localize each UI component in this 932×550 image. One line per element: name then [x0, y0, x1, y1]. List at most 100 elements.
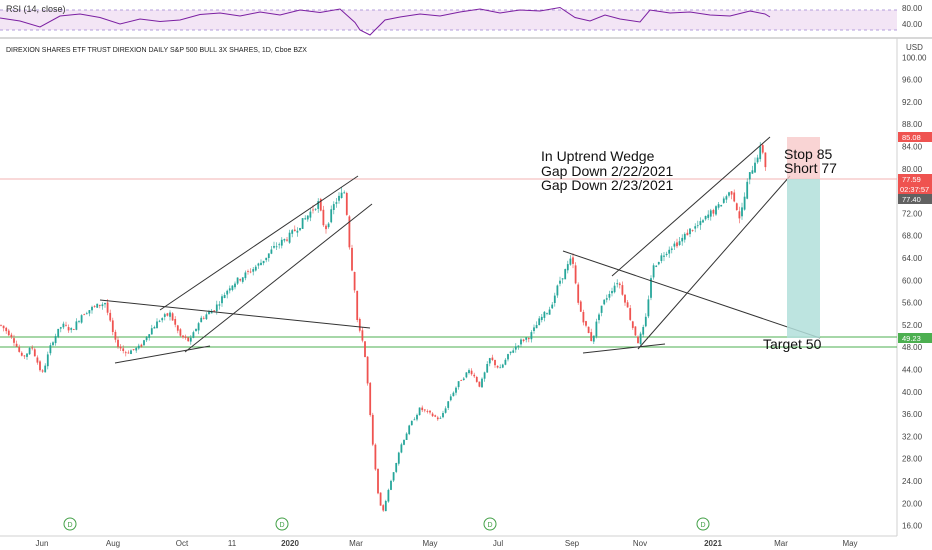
candle-body — [241, 277, 244, 282]
candle-body — [712, 210, 715, 214]
candle-body — [338, 195, 340, 201]
candle-body — [707, 214, 710, 218]
dividend-marker-label: D — [279, 522, 284, 529]
short-position-tool[interactable] — [787, 137, 820, 338]
candle-body — [678, 241, 681, 245]
candle-body — [369, 382, 372, 415]
candle-body — [70, 328, 73, 330]
stop-badge: 85.08 — [902, 133, 921, 142]
pattern-note-line-3[interactable]: Gap Down 2/23/2021 — [541, 177, 674, 193]
risk-zone — [787, 137, 820, 179]
candle-body — [533, 327, 535, 331]
candle-body — [507, 354, 509, 360]
candle-body — [96, 303, 99, 308]
stop-label[interactable]: Stop 85 — [784, 146, 832, 162]
candle-body — [293, 229, 296, 232]
dividend-marker[interactable] — [483, 517, 497, 531]
dividend-marker[interactable] — [275, 517, 289, 531]
candle-body — [694, 226, 697, 229]
candle-body — [665, 253, 668, 255]
target-label[interactable]: Target 50 — [763, 336, 822, 352]
candle-body — [291, 230, 294, 234]
triangle-2-lower-line[interactable] — [582, 343, 666, 354]
price-tick-label: 64.00 — [902, 254, 923, 263]
wedge-2-lower-line[interactable] — [637, 175, 791, 350]
candle-body — [98, 304, 101, 306]
pattern-note-line-1[interactable]: In Uptrend Wedge — [541, 148, 655, 164]
candle-body — [197, 323, 200, 331]
candle-body — [538, 318, 541, 326]
candle-body — [556, 285, 559, 296]
rsi-pane[interactable]: RSI (14, close) 80.00 40.00 — [0, 4, 923, 36]
candle-body — [23, 355, 26, 357]
candle-body — [356, 290, 359, 320]
candle-body — [132, 349, 135, 350]
candle-body — [262, 260, 265, 264]
dividend-marker[interactable] — [696, 517, 710, 531]
candle-body — [618, 283, 621, 286]
candle-body — [215, 304, 218, 312]
candle-body — [735, 203, 738, 210]
candle-body — [283, 239, 286, 241]
time-axis[interactable]: Jun Aug Oct 11 2020 Mar May Jul Sep Nov 2021 Mar May — [36, 539, 858, 548]
price-tick-label: 48.00 — [902, 343, 923, 352]
candle-body — [754, 162, 756, 173]
candle-body — [702, 220, 704, 223]
short-label[interactable]: Short 77 — [784, 160, 837, 176]
last-price-badge-bg — [898, 174, 932, 184]
candle-body — [761, 145, 764, 153]
candle-body — [270, 249, 273, 254]
triangle-1-lower-line[interactable] — [114, 345, 211, 364]
candle-body — [161, 318, 164, 321]
candle-body — [559, 280, 561, 284]
candle-body — [143, 340, 145, 346]
rsi-tick-40: 40.00 — [902, 20, 923, 29]
wedge-2-upper-line[interactable] — [611, 136, 771, 277]
candle-body — [15, 343, 18, 347]
candle-body — [31, 347, 34, 349]
wedge-1-lower-line[interactable] — [184, 203, 373, 353]
triangle-2-upper-line[interactable] — [562, 250, 821, 339]
candle-body — [699, 221, 702, 226]
candle-body — [756, 157, 759, 163]
candle-body — [78, 321, 80, 322]
candle-body — [278, 244, 281, 246]
wedge-1-upper-line[interactable] — [159, 175, 359, 311]
rsi-tick-80: 80.00 — [902, 4, 923, 13]
candle-body — [228, 288, 231, 291]
candle-body — [668, 249, 671, 254]
candle-body — [390, 480, 392, 490]
candle-body — [670, 248, 673, 250]
candle-body — [353, 272, 356, 291]
candle-body — [127, 352, 130, 354]
candle-body — [447, 401, 450, 408]
candle-body — [553, 295, 556, 303]
pattern-note-line-2[interactable]: Gap Down 2/22/2021 — [541, 163, 674, 179]
candle-body — [535, 325, 538, 329]
candle-body — [119, 346, 122, 349]
candle-body — [509, 351, 512, 354]
candle-body — [418, 407, 421, 416]
candle-body — [449, 396, 452, 401]
candle-body — [439, 417, 442, 419]
candle-body — [249, 271, 252, 273]
candle-body — [2, 325, 5, 329]
candle-body — [387, 489, 390, 502]
candle-body — [158, 320, 161, 322]
price-axis[interactable]: 100.0096.0092.0088.0084.0080.0076.0072.0… — [902, 53, 927, 530]
candle-body — [416, 414, 418, 420]
candle-body — [104, 303, 106, 305]
candle-body — [366, 356, 369, 384]
triangle-1-upper-line[interactable] — [99, 299, 371, 329]
candle-body — [543, 311, 546, 318]
candle-body — [642, 327, 645, 335]
candle-body — [364, 341, 366, 357]
price-tick-label: 16.00 — [902, 522, 923, 531]
candlestick-series — [0, 142, 767, 512]
candle-body — [67, 327, 70, 331]
candle-body — [673, 243, 676, 247]
candle-body — [145, 337, 148, 341]
dividend-marker[interactable] — [63, 517, 77, 531]
